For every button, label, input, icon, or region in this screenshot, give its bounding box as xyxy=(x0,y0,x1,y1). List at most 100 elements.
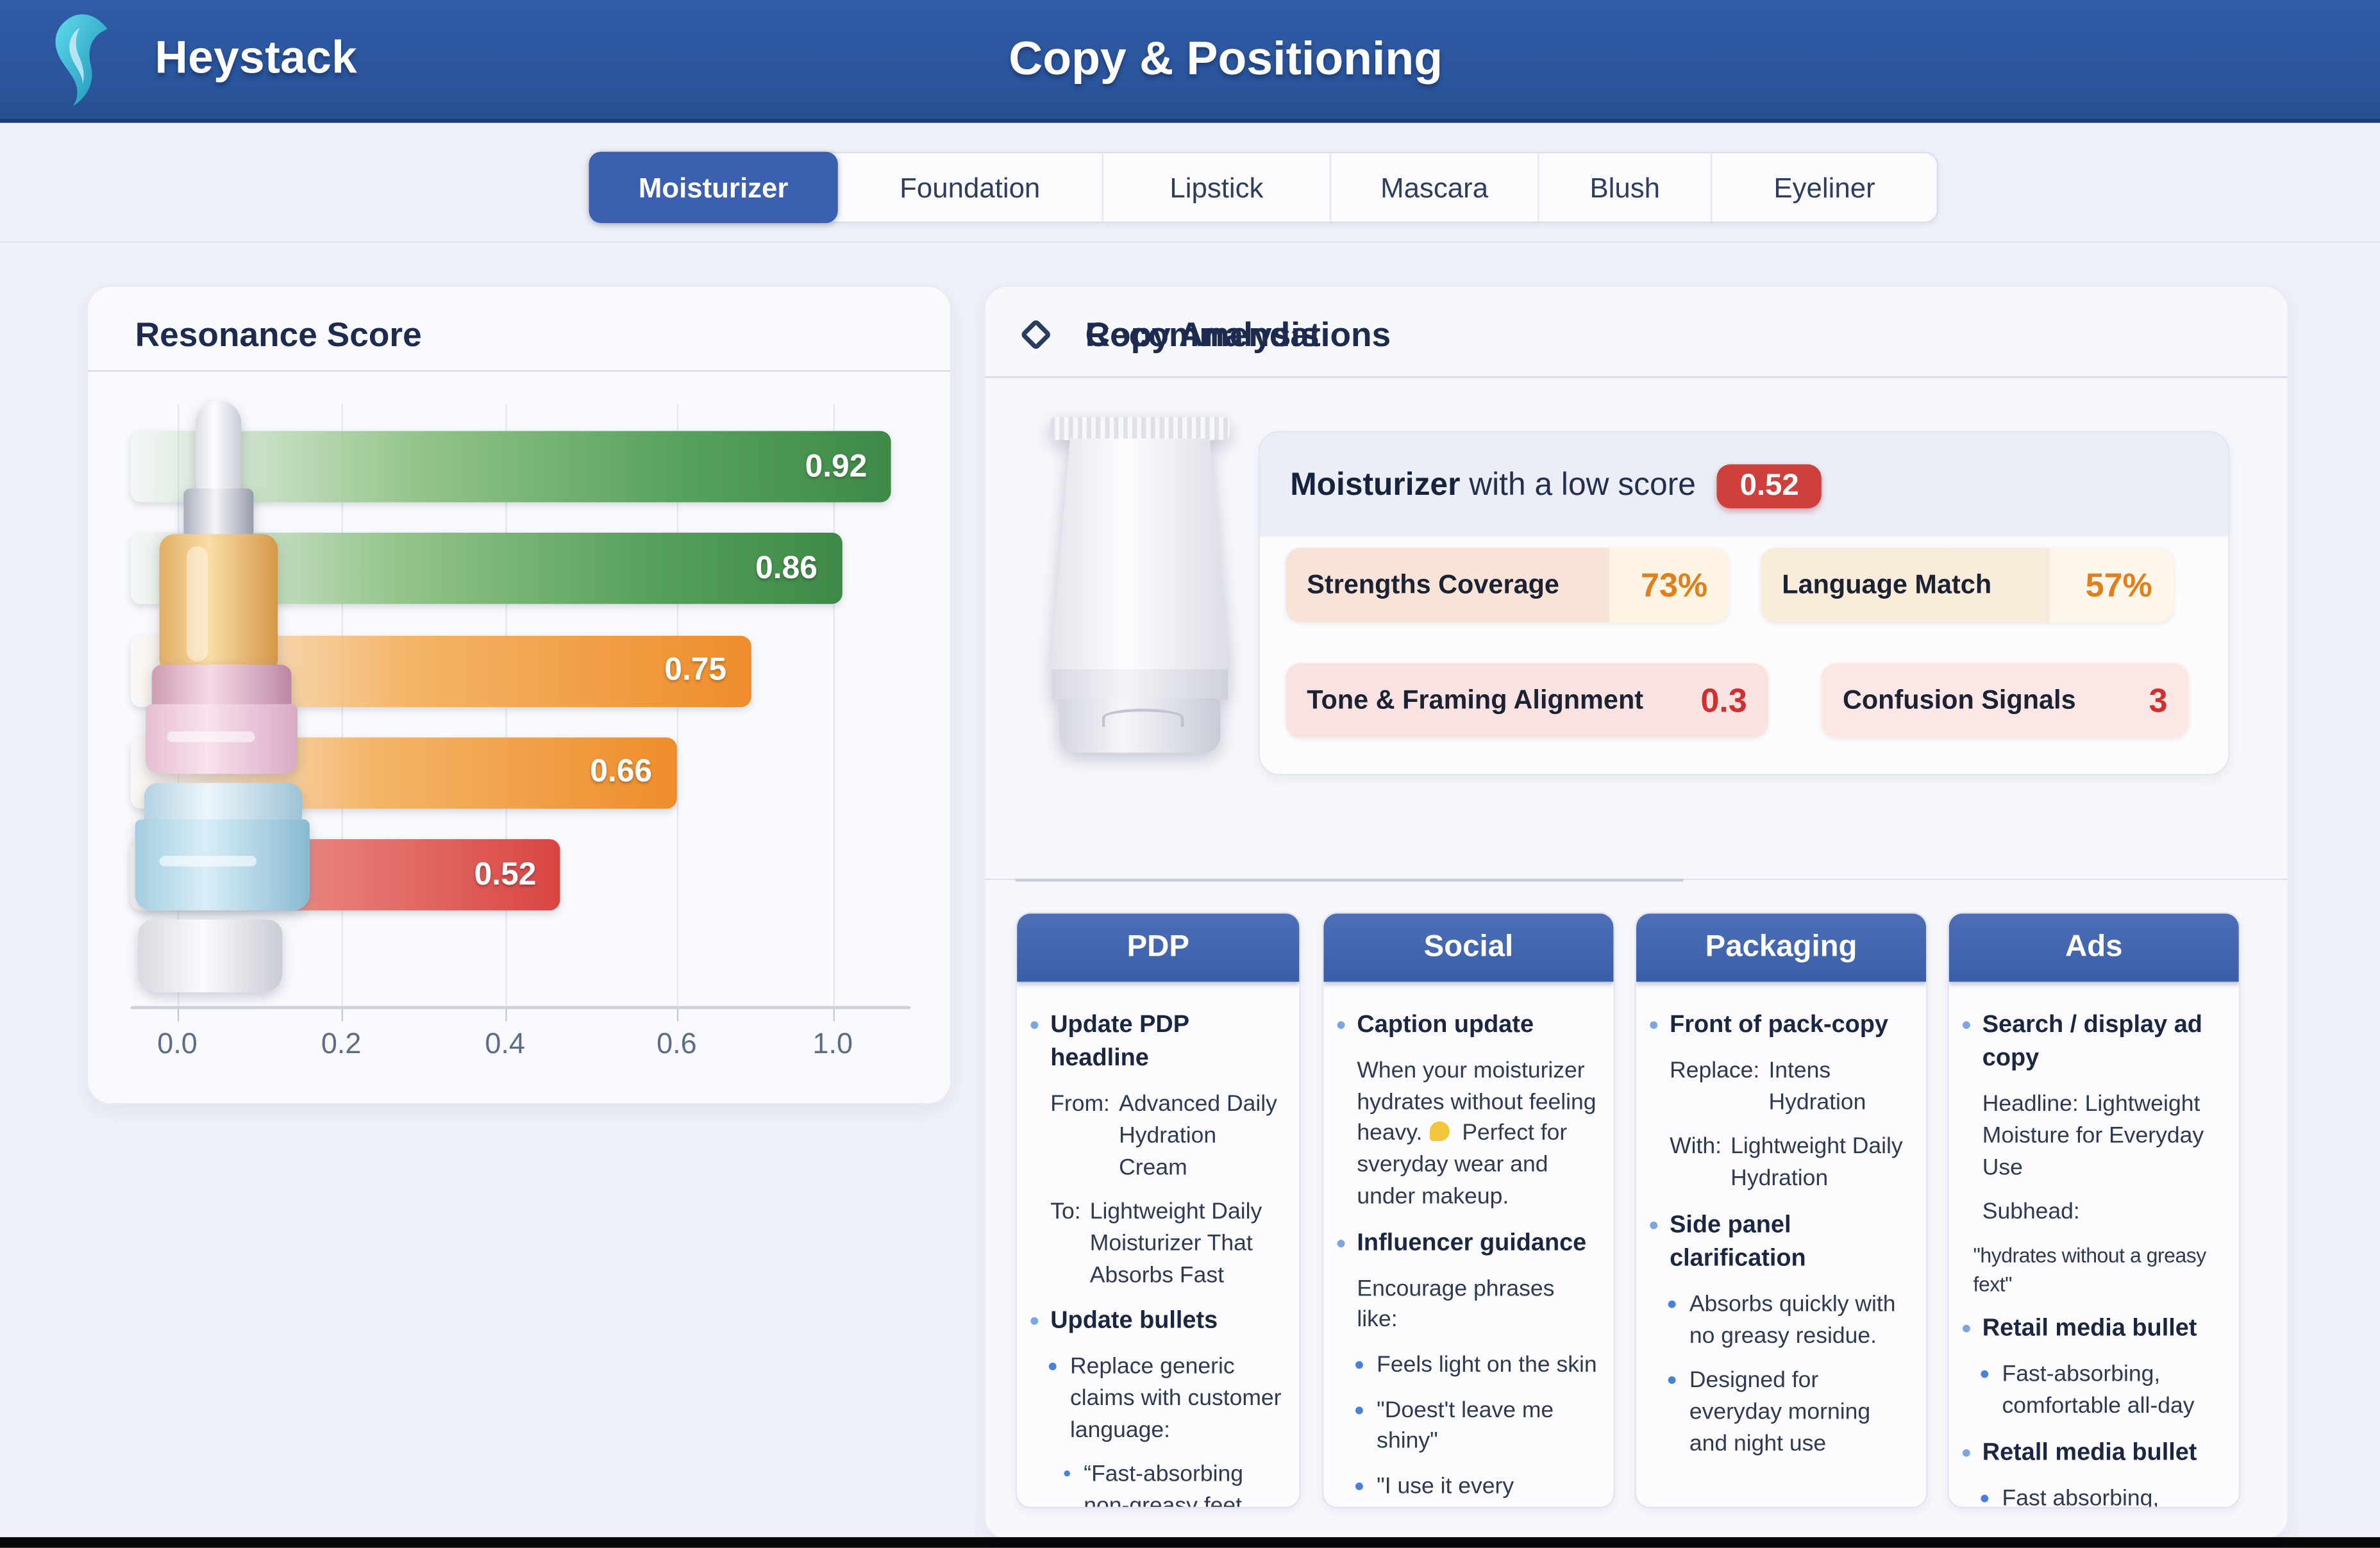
rec-column-body: Caption update When your moisturizer hydr… xyxy=(1323,982,1613,1507)
bullet-dot xyxy=(1030,1317,1039,1326)
tab-lipstick[interactable]: Lipstick xyxy=(1103,153,1332,222)
rec-item-bullet: Feels light on the skin xyxy=(1336,1351,1600,1382)
recommendation-columns: PDP Update PDP headline From: Advanced Dail… xyxy=(1015,911,2260,1519)
page-title: Copy & Positioning xyxy=(1009,31,1443,85)
bullet-dot xyxy=(1355,1482,1363,1490)
rec-item-bullet: Designed for everyday morning and night … xyxy=(1648,1366,1913,1460)
rec-column-ads: Ads Search / display ad copy Headline: Lig… xyxy=(1947,911,2241,1509)
rec-item-bullet: Fast absorbing, comfortable all. day xyxy=(1961,1484,2225,1507)
bullet-dot xyxy=(1337,1238,1345,1247)
rec-column-header: Packaging xyxy=(1636,913,1927,982)
rec-item-heading: Front of pack-copy xyxy=(1648,1009,1913,1042)
bullet-dot xyxy=(1981,1494,1989,1502)
x-axis-tick-label: 0.2 xyxy=(321,1029,362,1061)
tab-eyeliner[interactable]: Eyeliner xyxy=(1773,171,1875,203)
rec-item-subbullet: “Fast-absorbing non-greasy feet xyxy=(1029,1460,1286,1507)
product-name: Moisturizer xyxy=(1290,467,1461,503)
amber-serum-dropper-bottle-image xyxy=(153,400,282,677)
rec-column-header: PDP xyxy=(1017,913,1300,982)
tab-mascara[interactable]: Mascara xyxy=(1331,153,1539,222)
resonance-bar: 0.92 xyxy=(130,431,892,503)
rec-item-heading: Update bullets xyxy=(1029,1306,1286,1339)
rec-item-heading: Retail media bullet xyxy=(1961,1313,2225,1346)
rec-item-heading: Retall media bullet xyxy=(1961,1436,2225,1470)
rec-item-heading: Side panel clarification xyxy=(1648,1209,1913,1276)
yellow-dot-emoji xyxy=(1430,1122,1450,1142)
divider xyxy=(985,878,2288,882)
rec-column-pdp: PDP Update PDP headline From: Advanced Dail… xyxy=(1015,911,1301,1509)
divider xyxy=(985,376,2288,378)
rec-item-heading: Search / display ad copy xyxy=(1961,1009,2225,1076)
x-axis-line xyxy=(130,1006,911,1010)
bar-value-label: 0.92 xyxy=(805,448,867,483)
rec-column-header: Social xyxy=(1323,913,1614,982)
x-axis-tick xyxy=(832,1009,835,1022)
tab-moisturizer[interactable]: Moisturizer xyxy=(589,151,838,223)
rec-item-bullet: Fast-absorbing, comfortable all-day xyxy=(1961,1360,2225,1423)
x-axis-tick-label: 1.0 xyxy=(812,1029,853,1061)
rec-item-bullet: "I use it every morning" xyxy=(1336,1472,1600,1507)
bullet-dot xyxy=(1355,1361,1363,1369)
brand-logo[interactable]: Heystack xyxy=(46,11,357,108)
bar-value-label: 0.86 xyxy=(755,550,817,586)
rec-item-keyvalue: Replace: Intens Hydration xyxy=(1670,1058,1866,1115)
copy-analysis-title: Copy Analysis xyxy=(1085,315,1320,354)
product-tabbar: Moisturizer Foundation Lipstick Mascara … xyxy=(589,151,1939,223)
metric-value: 73% xyxy=(1640,565,1708,604)
bullet-dot xyxy=(1048,1363,1057,1371)
bar-value-label: 0.66 xyxy=(590,754,652,790)
diamond-icon xyxy=(1019,318,1052,351)
bar-value-label: 0.75 xyxy=(664,652,727,688)
rec-item-bullet: Absorbs quickly with no greasy residue. xyxy=(1648,1290,1913,1352)
analysis-summary-card: Moisturizer with a low score 0.52 Strengt… xyxy=(1258,431,2230,776)
metric-value: 3 xyxy=(2149,680,2168,719)
x-axis-tick xyxy=(676,1009,678,1022)
tab-foundation[interactable]: Foundation xyxy=(838,153,1104,222)
brand-name: Heystack xyxy=(155,33,358,84)
dolphin-icon xyxy=(55,14,108,106)
bullet-dot xyxy=(1981,1370,1989,1379)
rec-item-keyvalue: To: Lightweight Daily Moisturizer That Ab… xyxy=(1050,1199,1262,1288)
metric-value: 0.3 xyxy=(1700,680,1747,719)
bullet-dot xyxy=(1650,1021,1658,1029)
metric-confusion-signals: Confusion Signals 3 xyxy=(1821,663,2189,738)
summary-text: with a low score xyxy=(1460,467,1696,503)
rec-item-bullet: "Doest't leave me shiny" xyxy=(1336,1395,1600,1458)
metric-tone-framing-alignment: Tone & Framing Alignment 0.3 xyxy=(1286,663,1768,738)
rec-item-paragraph: Subhead: xyxy=(1982,1199,2080,1225)
bullet-dot xyxy=(1355,1406,1363,1414)
x-axis-tick-label: 0.6 xyxy=(657,1029,697,1061)
bullet-dot xyxy=(1668,1300,1676,1308)
tab-blush[interactable]: Blush xyxy=(1539,153,1713,222)
white-cream-jar-image xyxy=(138,919,283,995)
rec-item-bullet: Replace generic claims with customer lan… xyxy=(1029,1352,1286,1447)
bullet-dot xyxy=(1064,1470,1070,1477)
bullet-dot xyxy=(1962,1021,1970,1029)
bullet-dot xyxy=(1962,1325,1970,1333)
rec-item-heading: Caption update xyxy=(1336,1009,1600,1042)
metric-value: 57% xyxy=(2085,565,2152,604)
x-axis-tick xyxy=(341,1009,343,1022)
app-header: Heystack Copy & Positioning xyxy=(0,0,2380,123)
pink-cream-jar-image xyxy=(146,664,298,779)
rec-item-paragraph: When your moisturizer hydrates without f… xyxy=(1357,1058,1596,1210)
bullet-dot xyxy=(1337,1021,1345,1029)
x-axis-tick-label: 0.0 xyxy=(157,1029,197,1061)
gridline xyxy=(832,403,835,1006)
metric-strengths-coverage: Strengths Coverage 73% xyxy=(1286,547,1729,622)
x-axis-tick xyxy=(177,1009,179,1022)
rec-item-keyvalue: From: Advanced Daily Hydration Cream xyxy=(1050,1091,1277,1180)
bullet-dot xyxy=(1650,1221,1658,1229)
blue-cream-jar-image xyxy=(135,783,310,917)
analysis-summary-text: Moisturizer with a low score 0.52 xyxy=(1290,464,1822,509)
rec-column-header: Ads xyxy=(1948,913,2239,982)
bottom-edge-strip xyxy=(0,1537,2380,1548)
rec-item-heading: Influencer guidance xyxy=(1336,1227,1600,1260)
resonance-score-panel: Resonance Score 0.92 0.86 0.75 0.66 0.52 0.0… xyxy=(86,285,952,1105)
bullet-dot xyxy=(1668,1377,1676,1385)
bullet-dot xyxy=(1962,1448,1970,1456)
low-score-badge: 0.52 xyxy=(1717,464,1822,509)
bar-value-label: 0.52 xyxy=(474,856,537,892)
metric-language-match: Language Match 57% xyxy=(1761,547,2174,622)
